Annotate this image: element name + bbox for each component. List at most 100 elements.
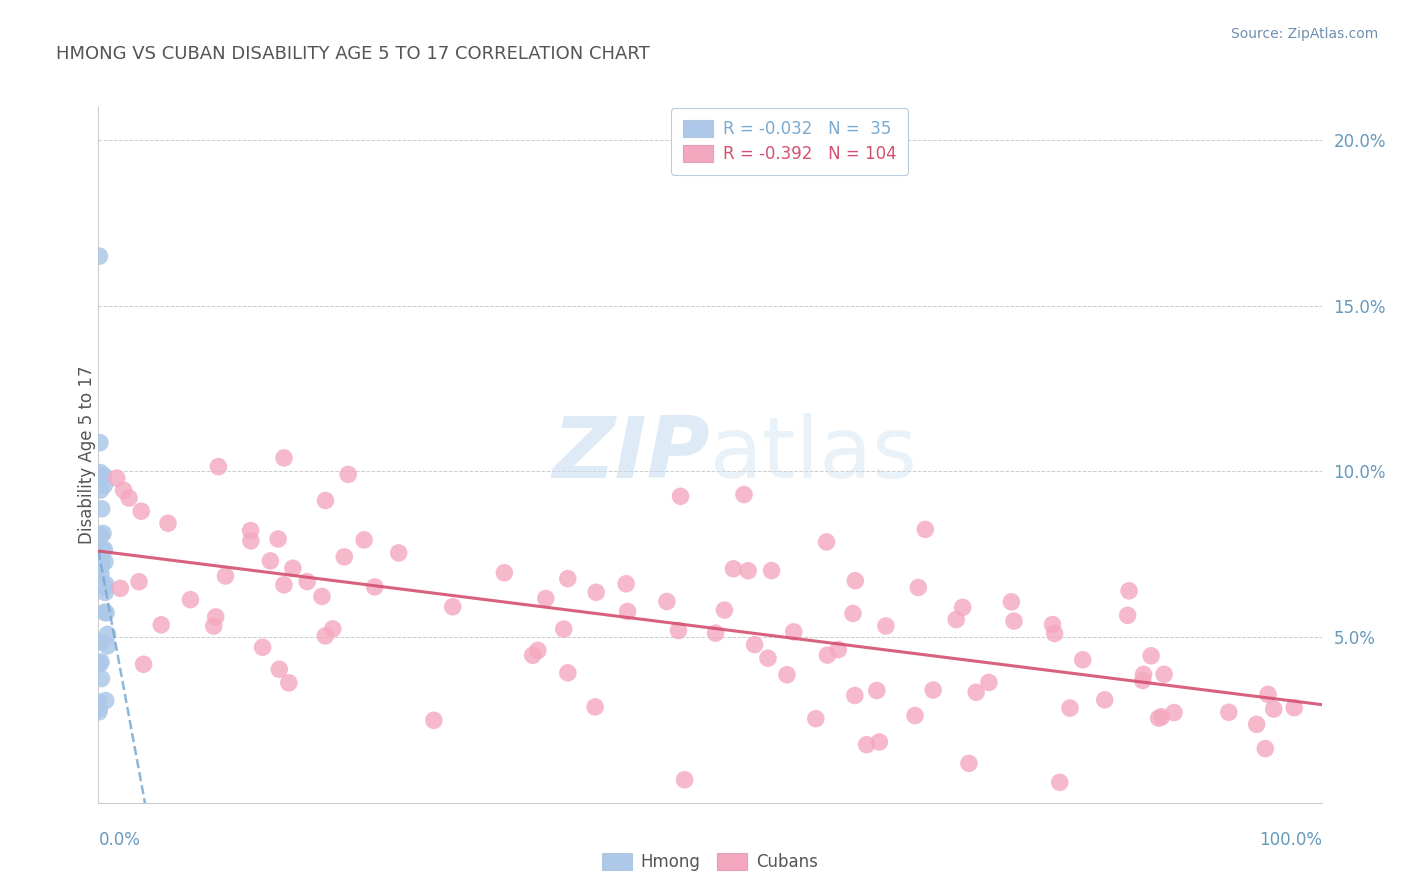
Point — [922, 683, 945, 698]
Point — [150, 617, 173, 632]
Point — [1140, 648, 1163, 663]
Point — [267, 532, 290, 546]
Point — [1218, 706, 1240, 720]
Point — [94, 555, 117, 569]
Point — [87, 543, 110, 558]
Text: atlas: atlas — [710, 413, 918, 497]
Point — [269, 662, 291, 676]
Point — [156, 516, 179, 531]
Point — [93, 478, 115, 492]
Point — [907, 581, 929, 595]
Point — [89, 574, 111, 589]
Point — [534, 591, 557, 606]
Point — [1118, 583, 1140, 598]
Point — [96, 639, 118, 653]
Point — [655, 594, 678, 608]
Point — [827, 642, 849, 657]
Point — [93, 580, 115, 594]
Point — [91, 526, 114, 541]
Text: ZIP: ZIP — [553, 413, 710, 497]
Point — [239, 524, 262, 538]
Point — [87, 705, 110, 719]
Point — [1163, 706, 1185, 720]
Point — [273, 578, 295, 592]
Point — [259, 554, 281, 568]
Point — [118, 491, 141, 505]
Point — [112, 483, 135, 498]
Point — [553, 622, 575, 636]
Point — [842, 607, 865, 621]
Point — [311, 590, 333, 604]
Point — [1132, 673, 1154, 688]
Point — [388, 546, 411, 560]
Point — [110, 582, 132, 596]
Point — [90, 549, 112, 564]
Point — [90, 471, 112, 485]
Point — [90, 567, 112, 582]
Point — [214, 569, 236, 583]
Point — [87, 695, 110, 709]
Point — [96, 627, 118, 641]
Point — [353, 533, 375, 547]
Point — [322, 622, 344, 636]
Point — [179, 592, 201, 607]
Point — [713, 603, 735, 617]
Point — [1002, 614, 1025, 628]
Point — [207, 459, 229, 474]
Point — [614, 576, 637, 591]
Point — [875, 619, 897, 633]
Point — [557, 572, 579, 586]
Point — [585, 585, 607, 599]
Point — [94, 577, 117, 591]
Point — [1049, 775, 1071, 789]
Point — [273, 450, 295, 465]
Point — [93, 605, 115, 619]
Point — [129, 504, 152, 518]
Point — [87, 701, 110, 715]
Point — [756, 651, 779, 665]
Point — [202, 619, 225, 633]
Point — [89, 466, 111, 480]
Point — [90, 528, 112, 542]
Point — [1116, 608, 1139, 623]
Point — [527, 643, 550, 657]
Point — [423, 714, 446, 728]
Point — [776, 667, 799, 681]
Point — [105, 471, 128, 485]
Point — [1153, 667, 1175, 681]
Point — [1246, 717, 1268, 731]
Point — [668, 624, 690, 638]
Text: HMONG VS CUBAN DISABILITY AGE 5 TO 17 CORRELATION CHART: HMONG VS CUBAN DISABILITY AGE 5 TO 17 CO… — [56, 45, 650, 62]
Point — [761, 564, 783, 578]
Point — [868, 735, 890, 749]
Text: 0.0%: 0.0% — [98, 830, 141, 848]
Point — [239, 533, 262, 548]
Point — [315, 493, 337, 508]
Point — [494, 566, 516, 580]
Point — [1150, 710, 1173, 724]
Point — [333, 549, 356, 564]
Text: Source: ZipAtlas.com: Source: ZipAtlas.com — [1230, 27, 1378, 41]
Point — [94, 606, 117, 620]
Point — [669, 489, 692, 503]
Point — [744, 638, 766, 652]
Point — [1071, 653, 1094, 667]
Point — [965, 685, 987, 699]
Point — [1000, 595, 1022, 609]
Point — [91, 543, 114, 558]
Point — [314, 629, 336, 643]
Point — [252, 640, 274, 655]
Point — [616, 604, 638, 618]
Point — [1147, 711, 1170, 725]
Y-axis label: Disability Age 5 to 17: Disability Age 5 to 17 — [79, 366, 96, 544]
Point — [89, 249, 111, 263]
Point — [89, 435, 111, 450]
Point — [704, 626, 727, 640]
Point — [557, 665, 579, 680]
Point — [295, 574, 318, 589]
Point — [904, 708, 927, 723]
Point — [90, 635, 112, 649]
Point — [93, 468, 115, 483]
Point — [783, 624, 806, 639]
Point — [914, 523, 936, 537]
